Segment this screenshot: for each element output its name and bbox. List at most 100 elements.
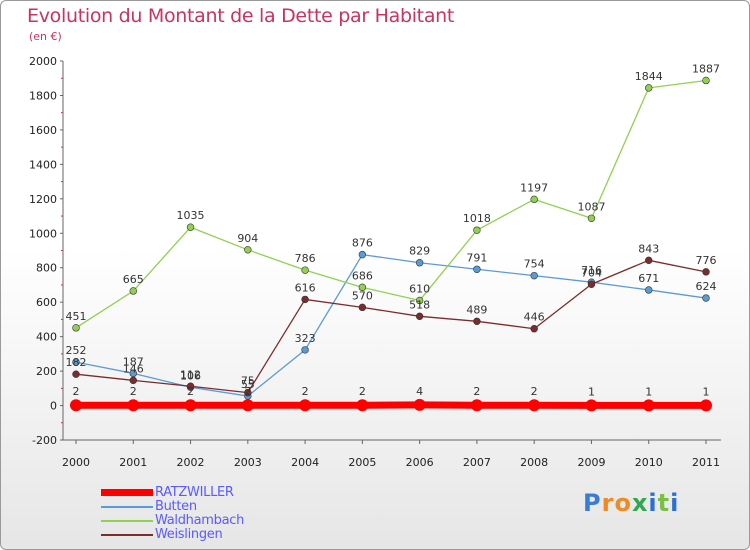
data-label-ratzwiller: 2 (73, 385, 80, 398)
data-point-waldhambach (530, 195, 538, 204)
data-label-butten: 323 (295, 332, 316, 345)
data-label-weislingen: 518 (409, 298, 430, 311)
x-tick-label: 2007 (463, 456, 491, 469)
data-label-ratzwiller: 2 (531, 385, 538, 398)
data-label-ratzwiller: 2 (302, 385, 309, 398)
chart-title: Evolution du Montant de la Dette par Hab… (27, 5, 455, 27)
y-tick-label: 1000 (29, 227, 57, 240)
data-label-weislingen: 776 (696, 254, 717, 267)
y-tick-label: 400 (36, 331, 57, 344)
data-label-butten: 716 (581, 264, 602, 277)
series-line-weislingen (75, 259, 707, 394)
x-tick-label: 2009 (577, 456, 605, 469)
x-tick-label: 2000 (62, 456, 90, 469)
data-point-weislingen (244, 388, 252, 397)
data-point-ratzwiller (241, 399, 254, 412)
data-label-waldhambach: 1887 (692, 62, 720, 75)
data-label-weislingen: 75 (241, 375, 255, 388)
data-point-weislingen (129, 376, 137, 385)
data-label-weislingen: 446 (524, 311, 545, 324)
proxiti-logo: Proxiti (583, 489, 679, 517)
x-tick-label: 2004 (291, 456, 319, 469)
y-tick-label: 1400 (29, 158, 57, 171)
data-label-waldhambach: 1844 (635, 70, 663, 83)
data-point-waldhambach (415, 296, 424, 305)
data-point-butten (645, 286, 653, 294)
data-point-butten (702, 294, 710, 302)
x-tick-label: 2006 (406, 456, 434, 469)
logo-letter: P (583, 489, 602, 517)
data-point-ratzwiller (299, 399, 312, 412)
data-point-ratzwiller (585, 399, 598, 412)
legend-label-butten: Butten (155, 499, 197, 514)
data-point-butten (530, 271, 538, 280)
data-label-waldhambach: 786 (295, 252, 316, 265)
data-point-butten (358, 250, 367, 259)
data-label-weislingen: 112 (180, 368, 201, 381)
legend-swatch-butten (101, 506, 153, 508)
data-label-butten: 754 (524, 258, 545, 271)
data-point-butten (473, 265, 481, 273)
data-label-ratzwiller: 2 (359, 385, 366, 398)
legend-label-waldhambach: Waldhambach (155, 513, 245, 528)
legend-swatch-waldhambach (101, 520, 153, 522)
data-label-butten: 876 (352, 237, 373, 250)
x-tick-label: 2005 (348, 456, 376, 469)
data-label-butten: 671 (638, 272, 659, 285)
legend-label-weislingen: Weislingen (155, 527, 223, 542)
logo-letter: i (648, 489, 658, 517)
data-label-butten: 106 (180, 369, 201, 382)
data-label-butten: 252 (66, 344, 87, 357)
data-point-ratzwiller (642, 399, 655, 412)
data-label-waldhambach: 1087 (577, 200, 605, 213)
data-label-waldhambach: 610 (409, 282, 430, 295)
data-point-weislingen (587, 280, 596, 288)
data-point-ratzwiller (127, 399, 140, 412)
logo-letter: t (657, 489, 671, 517)
data-point-ratzwiller (356, 399, 369, 412)
y-tick-label: 2000 (29, 55, 57, 68)
data-point-weislingen (530, 325, 538, 333)
x-tick-label: 2002 (177, 456, 205, 469)
data-label-ratzwiller: 1 (703, 385, 710, 398)
data-label-waldhambach: 1035 (177, 209, 205, 222)
y-tick-label: -200 (32, 434, 57, 447)
data-point-ratzwiller (470, 399, 483, 412)
data-label-ratzwiller: 2 (187, 385, 194, 398)
data-label-ratzwiller: 2 (130, 385, 137, 398)
data-point-ratzwiller (413, 398, 426, 411)
x-tick-label: 2011 (692, 456, 720, 469)
data-point-weislingen (301, 295, 309, 304)
data-point-butten (415, 259, 424, 267)
data-label-weislingen: 489 (466, 303, 487, 316)
x-tick-label: 2003 (234, 456, 262, 469)
data-point-waldhambach (244, 246, 252, 254)
data-point-waldhambach (129, 287, 137, 295)
legend-swatch-ratzwiller (101, 489, 153, 496)
data-point-ratzwiller (528, 399, 541, 412)
y-tick-label: 1200 (29, 193, 57, 206)
data-label-ratzwiller: 4 (416, 385, 423, 398)
logo-letter: o (614, 489, 632, 517)
data-point-ratzwiller (184, 399, 197, 412)
data-label-ratzwiller: 2 (473, 385, 480, 398)
logo-letter: i (670, 489, 680, 517)
data-point-weislingen (645, 256, 653, 265)
legend-label-ratzwiller: RATZWILLER (155, 485, 234, 500)
data-label-waldhambach: 665 (123, 273, 144, 286)
data-label-weislingen: 182 (66, 356, 87, 369)
data-point-waldhambach (358, 283, 367, 292)
data-point-weislingen (702, 268, 710, 276)
data-label-butten: 829 (409, 245, 430, 258)
data-point-waldhambach (186, 223, 195, 231)
data-label-waldhambach: 1197 (520, 181, 548, 194)
data-label-butten: 791 (466, 251, 487, 264)
data-point-waldhambach (645, 84, 653, 92)
data-point-waldhambach (702, 76, 710, 85)
data-label-waldhambach: 904 (237, 232, 258, 245)
x-tick-label: 2008 (520, 456, 548, 469)
data-label-butten: 187 (123, 355, 144, 368)
data-label-ratzwiller: 1 (588, 385, 595, 398)
chart-subtitle: (en €) (29, 30, 62, 43)
